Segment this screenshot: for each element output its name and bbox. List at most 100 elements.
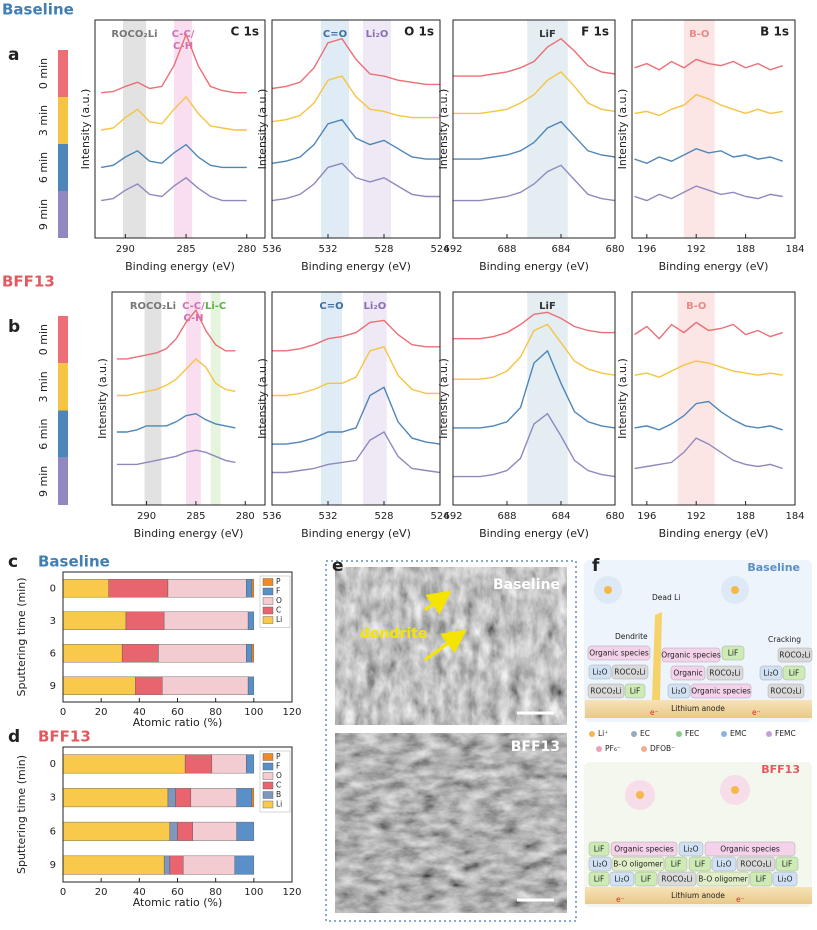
time-swatch xyxy=(58,144,68,191)
bar-segment xyxy=(192,821,237,841)
bar-segment xyxy=(158,644,247,663)
sei-component xyxy=(587,645,651,661)
bar-segment xyxy=(251,788,255,808)
spectrum xyxy=(100,143,247,169)
sei-component xyxy=(767,683,805,699)
x-tick-label: 680 xyxy=(605,511,624,522)
y-axis-label: Intensity (a.u.) xyxy=(616,89,629,170)
anode-label: Lithium anode xyxy=(671,704,725,713)
sei-component xyxy=(587,683,625,699)
x-tick-label: 60 xyxy=(171,707,184,718)
panel-tag: B 1s xyxy=(760,25,789,39)
plot-frame xyxy=(271,291,441,506)
spectrum xyxy=(634,185,783,202)
spectrum xyxy=(272,345,440,397)
bar-segment xyxy=(62,611,127,630)
sei-label: ROCO₂Li xyxy=(779,651,811,660)
legend-swatch xyxy=(262,753,274,761)
sei-component xyxy=(704,841,796,857)
spectrum xyxy=(634,437,783,470)
x-axis-label: Binding energy (eV) xyxy=(301,260,411,273)
bar-segment xyxy=(211,754,247,774)
band-label: LiF xyxy=(539,29,556,40)
time-label: 9 min xyxy=(37,466,50,497)
x-tick-label: 100 xyxy=(244,707,263,718)
y-tick-label: 6 xyxy=(50,648,56,659)
bar-segment xyxy=(169,855,184,875)
sei-label: LiF xyxy=(630,687,641,696)
y-axis-label: Intensity (a.u.) xyxy=(437,89,450,170)
x-tick-label: 688 xyxy=(497,511,516,522)
spectrum xyxy=(453,71,616,115)
bar-segment xyxy=(125,611,165,630)
bar-segment xyxy=(184,754,213,774)
y-axis-label: Sputtering time (min) xyxy=(15,577,28,696)
legend-swatch xyxy=(262,578,274,586)
legend-label: C xyxy=(276,781,281,790)
spectrum xyxy=(272,431,441,474)
spectrum xyxy=(116,412,236,433)
x-axis-label: Atomic ratio (%) xyxy=(133,716,223,729)
li-ion xyxy=(731,586,739,594)
highlight-band xyxy=(173,20,193,238)
x-tick-label: 528 xyxy=(374,511,393,522)
sei-component xyxy=(721,645,745,661)
sei-component xyxy=(688,856,712,872)
panel-tag: C 1s xyxy=(231,25,259,39)
sei-label: ROCO₂Li xyxy=(614,668,646,677)
sei-component xyxy=(664,856,688,872)
sei-component xyxy=(736,856,776,872)
y-tick-label: 9 xyxy=(50,681,56,692)
bar-segment xyxy=(121,644,159,663)
anode-label: Lithium anode xyxy=(671,891,725,900)
sei-label: Organic species xyxy=(691,687,751,696)
plot-frame xyxy=(631,291,796,506)
sei-component xyxy=(588,856,612,872)
row-title: BFF13 xyxy=(2,273,55,291)
sei-label: Organic species xyxy=(661,651,721,660)
spectrum xyxy=(116,309,236,360)
spectrum xyxy=(100,176,247,202)
bar-segment xyxy=(162,676,249,695)
schematic-title: BFF13 xyxy=(761,763,800,776)
sei-component xyxy=(759,665,783,681)
band-label: C-H xyxy=(173,41,193,52)
bar-segment xyxy=(135,676,163,695)
sei-component xyxy=(690,683,752,699)
spectrum xyxy=(453,120,616,160)
sei-label: ROCO₂Li xyxy=(770,687,802,696)
sei-component xyxy=(611,664,649,680)
spectrum xyxy=(271,162,440,202)
x-tick-label: 290 xyxy=(137,511,156,522)
spectrum xyxy=(634,321,783,340)
legend-swatch xyxy=(262,762,274,771)
bar-segment xyxy=(177,821,193,841)
sem-annotation: dendrite xyxy=(360,626,427,642)
sem-label: Baseline xyxy=(493,577,560,593)
spectrum xyxy=(271,75,440,123)
sei-label: ROCO₂Li xyxy=(740,860,772,869)
x-tick-label: 524 xyxy=(430,244,449,255)
legend-swatch xyxy=(262,781,274,790)
bar-segment xyxy=(236,821,255,841)
sei-component xyxy=(634,871,658,887)
bar-segment xyxy=(169,821,178,841)
x-axis-label: Binding energy (eV) xyxy=(301,527,411,540)
x-tick-label: 692 xyxy=(443,511,462,522)
legend-label: Li xyxy=(276,615,282,624)
sei-component xyxy=(588,871,610,887)
electron: e⁻ xyxy=(752,708,761,717)
dendrite xyxy=(652,612,662,700)
bar-segment xyxy=(163,855,171,875)
legend-icon xyxy=(641,746,647,752)
band-label: ROCO₂Li xyxy=(111,29,157,40)
sei-component xyxy=(782,665,806,681)
sei-component xyxy=(611,856,665,872)
x-tick-label: 184 xyxy=(785,511,804,522)
band-label: C-C/ xyxy=(172,29,195,40)
spectrum xyxy=(272,319,440,352)
highlight-band xyxy=(210,292,221,505)
sem-frame xyxy=(325,560,577,922)
spectrum xyxy=(453,323,616,380)
